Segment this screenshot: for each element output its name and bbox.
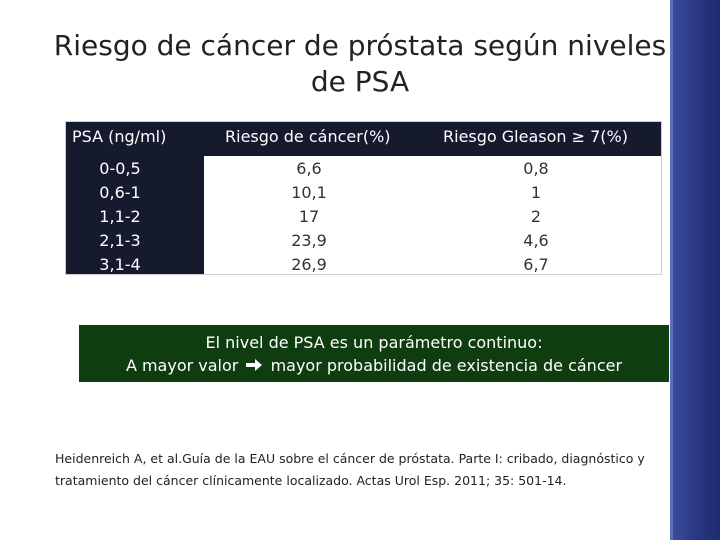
slide-title: Riesgo de cáncer de próstata según nivel…	[53, 29, 667, 98]
cancer-risk-column: 6,6 10,1 17 23,9 26,9	[264, 157, 354, 277]
header-gleason-risk: Riesgo Gleason ≥ 7(%)	[443, 127, 628, 146]
table-cell: 4,6	[523, 231, 549, 250]
note-line-2: A mayor valor mayor probabilidad de exis…	[79, 354, 669, 377]
note-line-1: El nivel de PSA es un parámetro continuo…	[205, 333, 543, 352]
psa-risk-table: PSA (ng/ml) Riesgo de cáncer(%) Riesgo G…	[65, 121, 662, 275]
table-cell: 1	[530, 183, 542, 202]
note-line-2-end: mayor probabilidad de existencia de cánc…	[270, 356, 623, 375]
header-cancer-risk: Riesgo de cáncer(%)	[225, 127, 391, 146]
decorative-side-bar	[670, 0, 720, 540]
table-cell: 0,6-1	[99, 183, 141, 202]
table-cell: 1,1-2	[99, 207, 141, 226]
table-header-row: PSA (ng/ml) Riesgo de cáncer(%) Riesgo G…	[66, 122, 661, 156]
psa-column-background	[66, 156, 204, 274]
table-cell: 2,1-3	[99, 231, 141, 250]
table-cell: 6,6	[296, 159, 322, 178]
table-cell: 3,1-4	[99, 255, 141, 274]
table-cell: 26,9	[291, 255, 327, 274]
reference-citation: Heidenreich A, et al.Guía de la EAU sobr…	[55, 451, 645, 488]
table-cell: 10,1	[291, 183, 327, 202]
table-cell: 23,9	[291, 231, 327, 250]
table-cell: 6,7	[523, 255, 549, 274]
gleason-risk-column: 0,8 1 2 4,6 6,7	[491, 157, 581, 277]
table-cell: 17	[298, 207, 320, 226]
table-cell: 0-0,5	[99, 159, 141, 178]
table-cell: 2	[530, 207, 542, 226]
psa-values-column: 0-0,5 0,6-1 1,1-2 2,1-3 3,1-4	[66, 157, 174, 277]
note-line-2-start: A mayor valor	[125, 356, 239, 375]
side-bar-stripe	[670, 0, 673, 540]
header-psa: PSA (ng/ml)	[72, 127, 167, 146]
table-cell: 0,8	[523, 159, 549, 178]
arrow-right-icon	[243, 354, 265, 377]
key-message-box: El nivel de PSA es un parámetro continuo…	[79, 325, 669, 382]
